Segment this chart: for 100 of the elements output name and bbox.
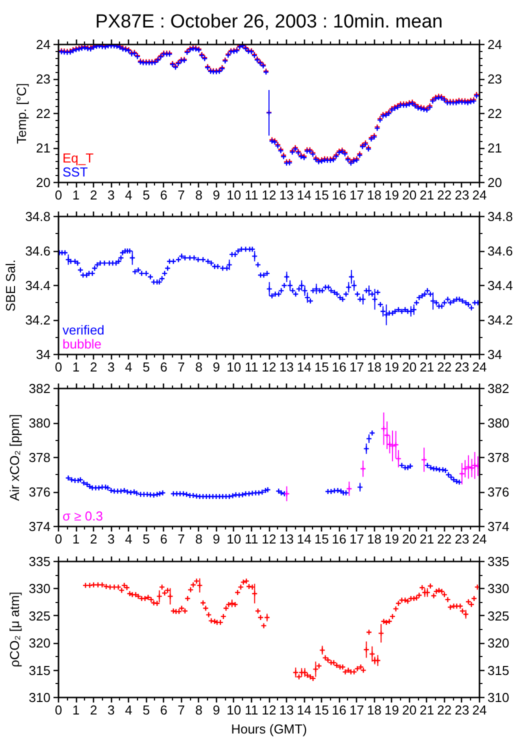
y-tick-label: 20 [36,175,51,190]
y-tick-label: 34.6 [25,244,51,258]
x-tick-label: 17 [349,188,364,202]
x-tick-label: 9 [212,702,220,718]
text: verified [62,322,104,338]
x-tick-label: 16 [332,188,346,202]
chart-title: PX87E : October 26, 2003 : 10min. mean [95,12,443,32]
x-tick-label: 22 [437,702,452,718]
x-tick-label: 22 [437,532,452,546]
x-tick-label: 6 [160,188,168,202]
x-tick-label: 22 [437,360,452,374]
y-axis-title: SBE Sal. [3,259,18,312]
x-tick-label: 24 [472,532,487,546]
x-tick-label: 18 [367,532,382,546]
x-tick-label: 3 [108,532,115,546]
x-tick-label: 17 [349,702,364,718]
x-tick-label: 3 [108,188,115,202]
x-tick-label: 12 [262,702,276,718]
y-tick-label: 315 [28,662,51,678]
x-tick-label: 14 [296,532,312,546]
x-tick-label: 19 [384,188,400,202]
x-tick-label: 9 [212,532,220,546]
y-tick-label: 378 [28,450,51,465]
y2-tick-label: 34.8 [488,209,513,224]
x-tick-label: 16 [332,702,346,718]
x-tick-label: 10 [226,360,242,374]
x-tick-label: 12 [262,188,276,202]
text: Eq_T [62,150,94,166]
x-tick-label: 7 [178,360,185,374]
x-tick-label: 19 [384,532,400,546]
x-tick-label: 1 [72,702,80,718]
x-tick-label: 11 [244,702,258,718]
x-tick-label: 21 [420,702,434,718]
x-tick-label: 20 [402,702,417,718]
y-tick-label: 34.2 [25,312,51,328]
x-axis-title: Hours (GMT) [231,722,307,736]
x-tick-label: 22 [437,188,452,202]
x-tick-label: 6 [160,702,168,718]
y-tick-label: 335 [28,554,51,569]
y2-tick-label: 380 [488,416,510,430]
y2-tick-label: 23 [488,72,502,86]
y-tick-label: 382 [28,381,51,396]
x-tick-label: 3 [108,360,115,374]
y-tick-label: 21 [36,140,51,156]
y-tick-label: 34 [36,347,51,362]
y2-tick-label: 330 [488,581,510,596]
x-tick-label: 15 [314,532,329,546]
y2-tick-label: 325 [488,608,510,624]
y2-tick-label: 376 [488,484,510,500]
y-tick-label: 24 [36,37,51,52]
x-tick-label: 18 [367,702,382,718]
x-tick-label: 5 [142,702,150,718]
y-tick-label: 380 [28,416,51,430]
x-tick-label: 8 [195,360,202,374]
y2-tick-label: 34 [488,347,502,362]
x-tick-label: 0 [54,702,62,718]
x-tick-label: 11 [244,360,258,374]
x-tick-label: 5 [142,360,150,374]
x-tick-label: 13 [279,188,294,202]
y-tick-label: 34.4 [25,278,51,293]
x-tick-label: 24 [472,188,487,202]
x-tick-label: 7 [178,702,185,718]
x-tick-label: 16 [332,532,346,546]
x-tick-label: 15 [314,702,329,718]
y2-tick-label: 382 [488,381,510,396]
y-tick-label: 376 [28,484,51,500]
y-tick-label: 23 [36,72,51,86]
y-axis-title: Air xCO₂ [ppm] [6,414,22,501]
x-tick-label: 5 [142,188,150,202]
x-tick-label: 21 [420,360,434,374]
y-tick-label: 320 [28,636,51,651]
y-tick-label: 325 [28,608,51,624]
x-tick-label: 17 [349,360,364,374]
y2-tick-label: 315 [488,662,510,678]
x-tick-label: 21 [420,188,434,202]
x-tick-label: 18 [367,360,382,374]
x-tick-label: 4 [125,702,132,718]
x-tick-label: 0 [54,360,62,374]
x-tick-label: 8 [195,702,202,718]
x-tick-label: 14 [296,360,312,374]
x-tick-label: 12 [262,360,276,374]
y-axis-title: ρCO₂ [μ atm] [6,592,22,668]
x-tick-label: 8 [195,188,202,202]
x-tick-label: 9 [212,188,220,202]
x-tick-label: 18 [367,188,382,202]
x-tick-label: 2 [90,702,98,718]
x-tick-label: 20 [402,188,417,202]
x-tick-label: 2 [90,360,98,374]
x-tick-label: 4 [125,188,132,202]
x-tick-label: 16 [332,360,346,374]
x-tick-label: 6 [160,360,168,374]
x-tick-label: 19 [384,702,400,718]
y2-tick-label: 20 [488,175,502,190]
x-tick-label: 2 [90,532,98,546]
y2-tick-label: 34.2 [488,312,513,328]
text: σ ≥ 0.3 [62,508,103,524]
y-tick-label: 22 [36,106,51,121]
x-tick-label: 1 [72,360,80,374]
x-tick-label: 13 [279,532,294,546]
y2-tick-label: 21 [488,140,502,156]
